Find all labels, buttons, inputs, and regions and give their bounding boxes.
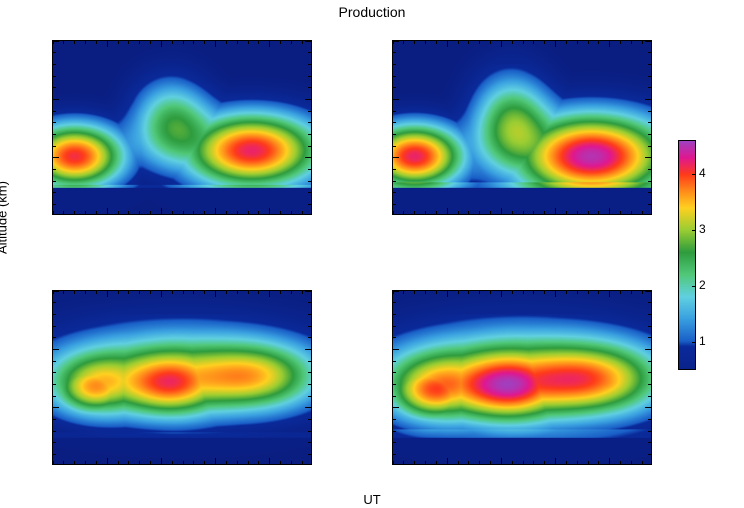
y-axis-label: Altitude (km): [0, 181, 10, 254]
figure-title: Production: [339, 4, 406, 20]
x-axis-label: UT: [363, 492, 380, 507]
colorbar-canvas: [679, 141, 695, 369]
panel-tromso-e: EISCAT (Tromso): e−1002003004005101520: [52, 40, 312, 215]
colorbar-tick-label: 3: [699, 222, 706, 236]
heatmap-canvas: [53, 291, 311, 464]
heatmap-canvas: [53, 41, 311, 214]
colorbar-tick-label: 4: [699, 166, 706, 180]
colorbar-tick-label: 2: [699, 278, 706, 292]
panel-tromso-ep: EISCAT (Tromso): e− + p+5101520: [392, 40, 652, 215]
panel-esr-ep: ESR: e− + p+5101520: [392, 290, 652, 465]
colorbar-tick-label: 1: [699, 334, 706, 348]
colorbar-box: 1234: [678, 140, 696, 370]
panel-esr-e: ESR: e−1002003004005101520: [52, 290, 312, 465]
heatmap-canvas: [393, 41, 651, 214]
heatmap-canvas: [393, 291, 651, 464]
